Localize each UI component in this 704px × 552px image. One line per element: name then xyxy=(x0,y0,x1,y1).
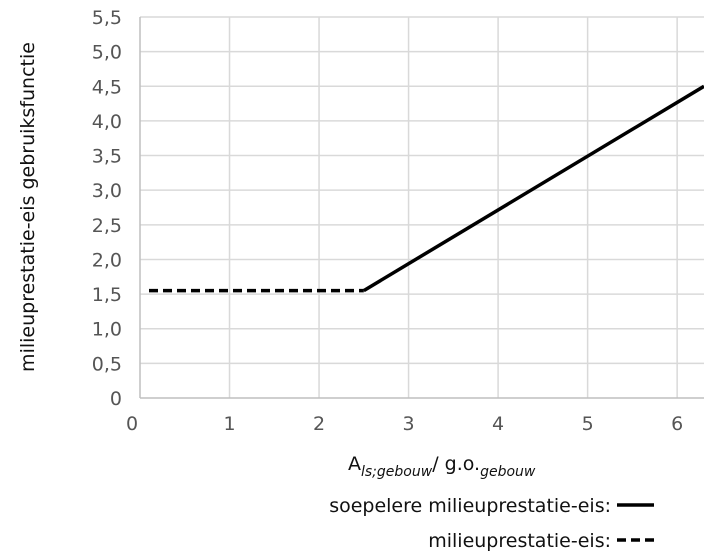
y-tick-label: 0 xyxy=(110,388,122,410)
x-tick-label: 0 xyxy=(126,413,138,435)
y-tick-label: 1,0 xyxy=(92,319,122,341)
series xyxy=(149,84,704,293)
axes xyxy=(139,17,704,399)
y-tick-label: 5,5 xyxy=(92,7,122,29)
y-tick-label: 0,5 xyxy=(92,353,122,375)
y-tick-label: 4,5 xyxy=(92,76,122,98)
y-tick-label: 4,0 xyxy=(92,111,122,133)
legend-label-dashed: milieuprestatie-eis: xyxy=(428,530,611,552)
x-axis-title: Als;gebouw/ g.o.gebouw xyxy=(348,453,536,480)
y-tick-label: 5,0 xyxy=(92,42,122,64)
tick-labels: 0 0,5 1,0 1,5 2,0 2,5 3,0 3,5 4,0 4,5 5,0 5,5 0 1 2 3 4 5… xyxy=(92,7,683,435)
y-tick-label: 1,5 xyxy=(92,284,122,306)
x-axis-title-main: A xyxy=(348,453,361,475)
series-line-solid xyxy=(362,84,704,293)
y-tick-label: 2,0 xyxy=(92,249,122,271)
y-tick-label: 3,5 xyxy=(92,146,122,168)
x-tick-label: 5 xyxy=(582,413,594,435)
legend: soepelere milieuprestatie-eis: milieupre… xyxy=(329,495,654,552)
y-tick-label: 2,5 xyxy=(92,215,122,237)
x-tick-label: 3 xyxy=(403,413,415,435)
x-axis-title-main-subscript: ls;gebouw xyxy=(361,464,433,480)
x-tick-label: 2 xyxy=(313,413,325,435)
y-tick-label: 3,0 xyxy=(92,180,122,202)
x-axis-title-separator-subscript: gebouw xyxy=(480,464,536,480)
x-tick-label: 1 xyxy=(223,413,235,435)
legend-label-solid: soepelere milieuprestatie-eis: xyxy=(329,495,611,517)
x-axis-title-separator: / g.o. xyxy=(432,453,480,475)
grid xyxy=(140,16,704,398)
y-axis-title: milieuprestatie-eis gebruiksfunctie xyxy=(17,42,39,372)
x-tick-label: 4 xyxy=(492,413,504,435)
x-tick-label: 6 xyxy=(671,413,683,435)
